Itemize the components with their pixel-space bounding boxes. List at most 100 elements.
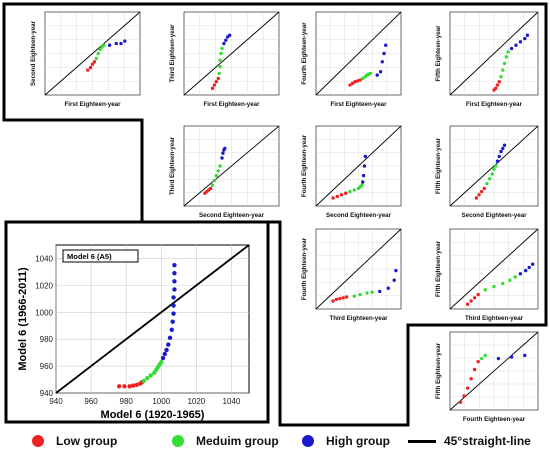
first-vs-third-point-medium (217, 71, 221, 76)
first-vs-second-point-high (107, 43, 112, 47)
first-vs-fifth-point-medium (504, 55, 509, 59)
second-vs-fifth-point-high (499, 149, 503, 154)
first-vs-third-point-high (227, 33, 232, 37)
third-vs-fourth-point-medium (352, 294, 356, 298)
second-vs-fourth-point-medium (360, 183, 364, 187)
first-vs-second-y-axis-label: Second Eighteen-year (30, 20, 37, 86)
first-vs-second-point-low (88, 65, 93, 70)
main-point-medium (145, 376, 150, 381)
first-vs-second-point-medium (102, 43, 106, 47)
third-vs-fifth-point-medium (508, 278, 512, 282)
legend-label-high: High group (326, 434, 390, 448)
second-vs-fourth-point-low (344, 191, 348, 195)
first-vs-second-point-high (123, 39, 127, 43)
first-vs-fourth-point-high (384, 43, 388, 47)
main-y-tick-label: 1040 (35, 254, 53, 263)
main-point-high (172, 262, 177, 268)
third-vs-fourth-x-axis-label: Third Eighteen-year (329, 315, 388, 322)
first-vs-fifth-diagonal-line (449, 11, 539, 96)
second-vs-fifth-point-low (477, 193, 481, 197)
third-vs-fifth-point-low (476, 292, 480, 297)
main-x-tick-label: 960 (84, 397, 98, 406)
fourth-vs-fifth-point-medium (483, 353, 487, 358)
first-vs-fifth-point-medium (506, 50, 510, 54)
first-vs-second-point-high (119, 41, 123, 46)
second-vs-third-y-axis-label: Third Eighteen-year (169, 136, 176, 195)
fourth-vs-fifth-point-low (469, 377, 473, 381)
third-vs-fifth-point-medium (513, 275, 517, 279)
second-vs-fifth-point-high (495, 159, 500, 163)
main-y-tick-label: 1020 (35, 281, 53, 290)
fourth-vs-fifth-point-low (462, 394, 466, 398)
third-vs-fourth-point-medium (365, 291, 369, 295)
main-point-high (169, 327, 174, 332)
first-vs-fourth-point-low (355, 79, 360, 83)
second-vs-fifth-point-high (497, 154, 501, 159)
main-x-tick-label: 1020 (187, 397, 205, 406)
second-vs-fifth-point-medium (487, 177, 492, 181)
second-vs-third-point-high (220, 156, 224, 160)
second-vs-third-point-high (221, 151, 225, 155)
third-vs-fifth-point-high (518, 272, 523, 276)
first-vs-fourth-point-low (350, 81, 355, 86)
third-vs-fourth-point-low (331, 299, 335, 303)
second-vs-fourth-x-axis-label: Second Eighteen-year (326, 212, 392, 219)
second-vs-fifth-diagonal-line (449, 125, 539, 207)
first-vs-fifth-point-low (494, 86, 498, 91)
first-vs-fifth-point-high (525, 33, 530, 37)
second-vs-fifth-point-low (479, 189, 484, 194)
second-vs-fourth-point-high (361, 180, 365, 184)
main-y-axis-label: Model 6 (1966-2011) (17, 267, 29, 371)
main-point-low (122, 384, 127, 389)
second-vs-third-point-medium (212, 178, 217, 183)
main-point-low (131, 383, 136, 388)
third-vs-fourth-point-high (394, 268, 398, 273)
first-vs-second-x-axis-label: First Eighteen-year (64, 101, 121, 108)
first-vs-second-point-low (90, 62, 95, 66)
third-vs-fifth-point-medium (483, 288, 487, 292)
legend-item-high: High group (302, 434, 390, 448)
main-x-tick-label: 980 (120, 397, 134, 406)
first-vs-fifth-y-axis-label: Fifth Eighteen-year (435, 25, 442, 82)
second-vs-third-x-axis-label: Second Eighteen-year (199, 212, 265, 219)
third-vs-fifth-point-low (469, 299, 473, 303)
main-point-medium (141, 378, 146, 384)
first-vs-fourth-x-axis-label: First Eighteen-year (330, 101, 387, 108)
second-vs-third-point-medium (210, 183, 215, 187)
main-y-tick-label: 960 (40, 362, 54, 371)
third-vs-fourth-diagonal-line (315, 228, 402, 310)
first-vs-fourth-point-high (382, 51, 386, 56)
legend-label-medium: Meduim group (196, 434, 279, 448)
second-vs-fifth-point-high (501, 146, 505, 151)
main-point-high (170, 319, 175, 324)
legend-label-line: 45°straight-line (444, 434, 531, 448)
legend: Low group Meduim group High group 45°str… (0, 430, 550, 454)
main-title-box (62, 249, 139, 263)
first-vs-second-point-medium (98, 47, 102, 52)
first-vs-second-point-medium (96, 51, 100, 56)
main-diagonal-line (55, 244, 250, 394)
first-vs-third-point-low (216, 76, 220, 81)
first-vs-third-point-medium (220, 46, 224, 51)
first-vs-third-point-medium (218, 65, 222, 69)
second-vs-fifth-point-low (474, 196, 479, 200)
second-vs-fifth-point-medium (494, 164, 498, 168)
main-x-tick-label: 940 (49, 397, 63, 406)
main-point-high (171, 295, 176, 300)
fourth-vs-fifth-point-high (496, 356, 501, 361)
second-vs-third-diagonal-line (183, 125, 280, 207)
straight-line-marker (408, 439, 436, 443)
first-vs-second-point-medium (94, 56, 99, 61)
second-vs-fifth-x-axis-label: Second Eighteen-year (462, 212, 528, 219)
main-point-medium (148, 373, 153, 378)
second-vs-third-point-medium (214, 173, 218, 178)
fourth-vs-fifth-point-medium (479, 356, 484, 361)
second-vs-fourth-point-medium (352, 188, 356, 192)
first-vs-fifth-point-high (514, 43, 518, 47)
first-vs-fifth-point-medium (499, 75, 503, 79)
third-vs-fourth-point-high (378, 289, 382, 294)
third-vs-fourth-point-low (334, 297, 339, 302)
third-vs-fifth-point-medium (501, 281, 505, 286)
main-point-high (172, 279, 177, 284)
